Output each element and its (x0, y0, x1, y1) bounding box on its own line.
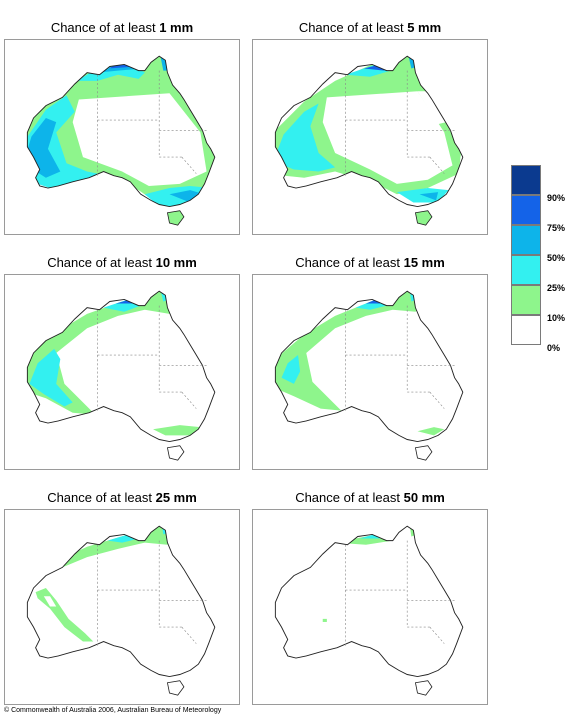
panel-title: Chance of at least 1 mm (50, 20, 194, 35)
map-frame (252, 274, 488, 470)
legend-label-25: 25% (547, 283, 566, 293)
panel-title: Chance of at least 15 mm (295, 255, 445, 270)
map-frame (252, 39, 488, 235)
legend-label-0: 0% (547, 343, 561, 353)
legend-label-75: 75% (547, 223, 566, 233)
map-frame (4, 274, 240, 470)
legend-swatch-90 (511, 165, 541, 195)
panel-title: Chance of at least 5 mm (298, 20, 442, 35)
map-frame (4, 39, 240, 235)
australia-map (26, 55, 216, 226)
australia-map (26, 525, 216, 696)
panel-title: Chance of at least 25 mm (47, 490, 197, 505)
australia-map (26, 290, 216, 461)
panel-title: Chance of at least 10 mm (47, 255, 197, 270)
australia-map (274, 55, 464, 226)
legend-swatch-25 (511, 255, 541, 285)
legend-swatch-0 (511, 315, 541, 345)
map-frame (4, 509, 240, 705)
australia-map (274, 290, 464, 461)
legend-label-10: 10% (547, 313, 566, 323)
legend-label-50: 50% (547, 253, 566, 263)
copyright-notice: © Commonwealth of Australia 2006, Austra… (4, 707, 222, 714)
legend-swatch-75 (511, 195, 541, 225)
legend-swatch-50 (511, 225, 541, 255)
australia-map (274, 525, 464, 696)
panel-title: Chance of at least 50 mm (295, 490, 445, 505)
legend-swatch-10 (511, 285, 541, 315)
legend-label-90: 90% (547, 193, 566, 203)
map-frame (252, 509, 488, 705)
